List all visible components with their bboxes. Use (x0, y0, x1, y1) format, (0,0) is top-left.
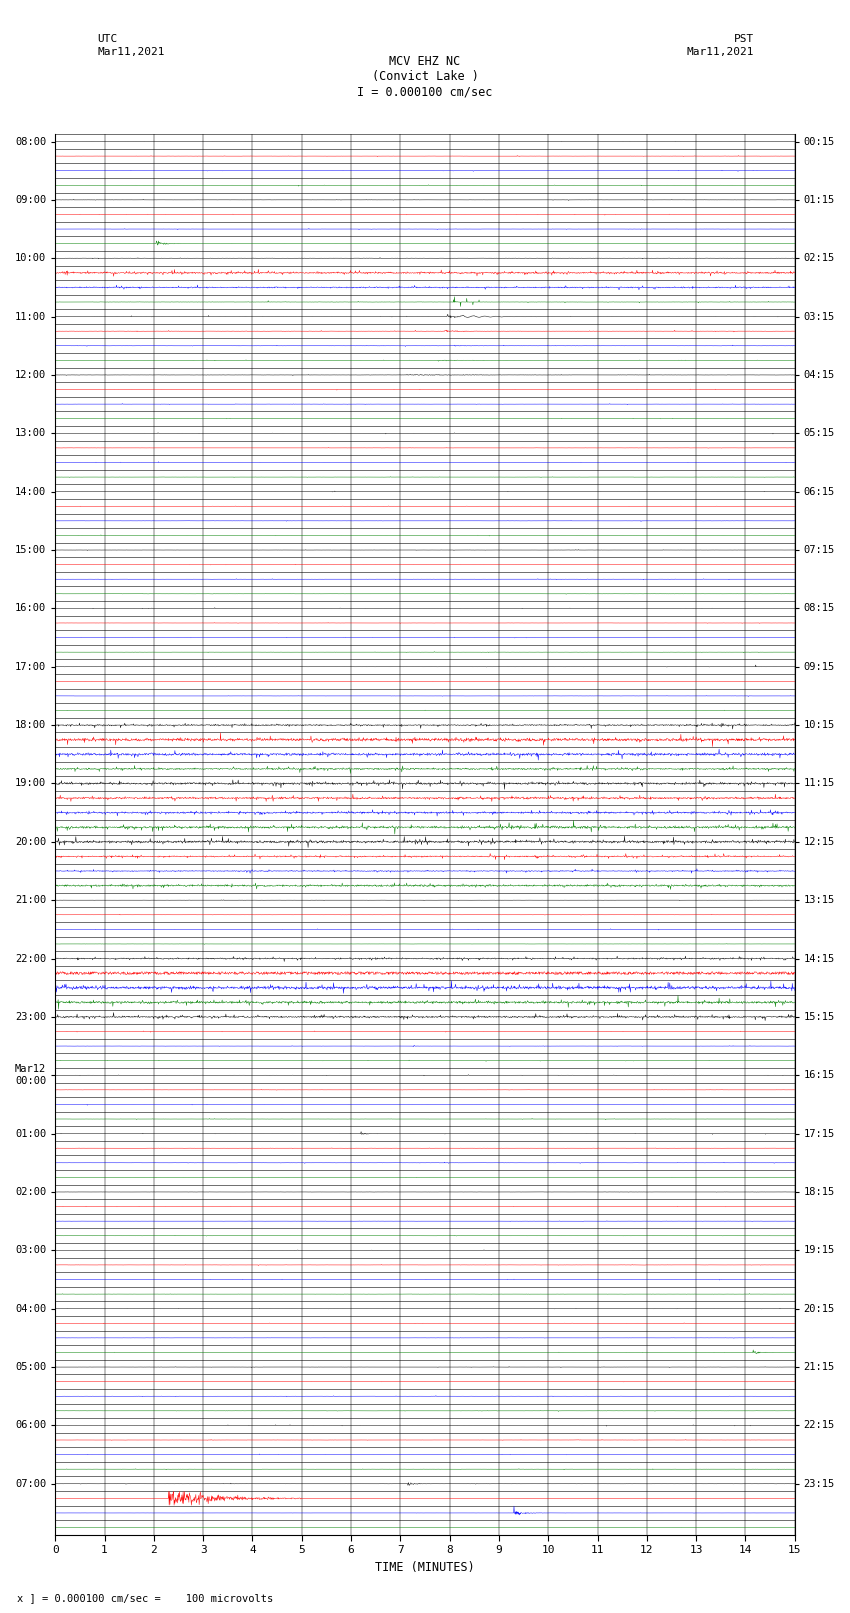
Title: MCV EHZ NC
(Convict Lake )
I = 0.000100 cm/sec: MCV EHZ NC (Convict Lake ) I = 0.000100 … (357, 55, 493, 98)
Text: Mar11,2021: Mar11,2021 (687, 47, 754, 56)
Text: PST: PST (734, 34, 754, 44)
Text: x ] = 0.000100 cm/sec =    100 microvolts: x ] = 0.000100 cm/sec = 100 microvolts (17, 1594, 273, 1603)
X-axis label: TIME (MINUTES): TIME (MINUTES) (375, 1561, 475, 1574)
Text: Mar11,2021: Mar11,2021 (98, 47, 165, 56)
Text: UTC: UTC (98, 34, 118, 44)
